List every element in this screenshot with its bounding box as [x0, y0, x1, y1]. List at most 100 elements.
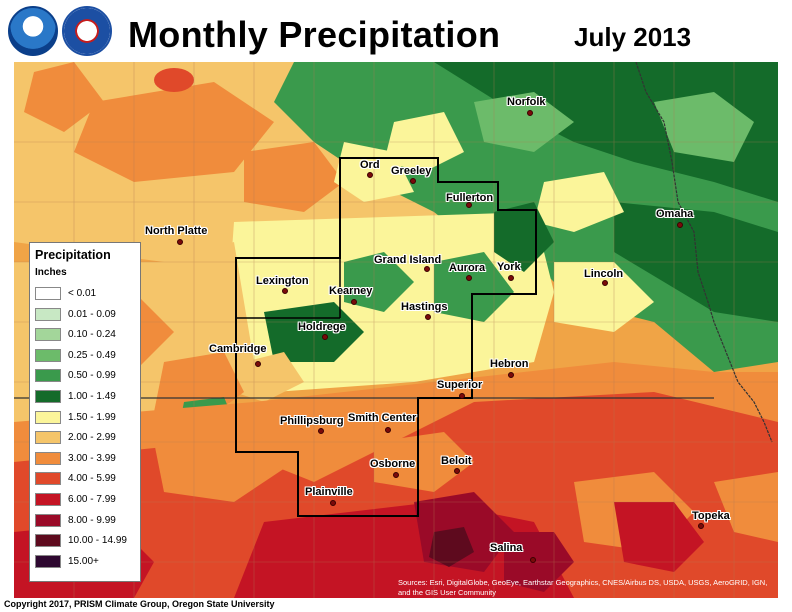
city-dot	[322, 334, 328, 340]
city-label-phillipsburg: Phillipsburg	[280, 415, 344, 427]
legend-item: 0.50 - 0.99	[35, 369, 141, 384]
city-label-hastings: Hastings	[401, 301, 448, 313]
city-label-grand-island: Grand Island	[374, 254, 442, 266]
city-label-fullerton: Fullerton	[446, 192, 494, 204]
city-label-salina: Salina	[490, 542, 523, 554]
city-label-ord: Ord	[360, 159, 380, 171]
legend: Precipitation Inches < 0.01 0.01 - 0.09 0.…	[29, 242, 141, 582]
legend-swatch	[35, 534, 61, 548]
legend-label: 4.00 - 5.99	[68, 473, 116, 485]
city-dot	[425, 314, 431, 320]
header: Monthly Precipitation July 2013	[0, 0, 792, 62]
city-dot	[508, 372, 514, 378]
legend-label: 8.00 - 9.99	[68, 514, 116, 526]
legend-label: 0.50 - 0.99	[68, 370, 116, 382]
legend-item: 4.00 - 5.99	[35, 472, 141, 487]
city-dot	[527, 110, 533, 116]
city-dot	[508, 275, 514, 281]
city-label-norfolk: Norfolk	[507, 96, 546, 108]
city-label-lexington: Lexington	[256, 275, 309, 287]
city-label-omaha: Omaha	[656, 208, 694, 220]
legend-item: < 0.01	[35, 287, 141, 302]
city-label-smith-center: Smith Center	[348, 412, 417, 424]
legend-label: 0.25 - 0.49	[68, 349, 116, 361]
legend-label: < 0.01	[68, 288, 97, 299]
city-label-beloit: Beloit	[441, 455, 472, 467]
legend-swatch	[35, 410, 61, 424]
city-dot	[351, 299, 357, 305]
city-dot	[255, 361, 261, 367]
legend-swatch	[35, 307, 61, 321]
legend-item: 0.01 - 0.09	[35, 307, 141, 323]
legend-swatch	[35, 513, 61, 527]
city-label-york: York	[497, 261, 521, 273]
map-sources: Sources: Esri, DigitalGlobe, GeoEye, Ear…	[398, 578, 768, 597]
legend-label: 15.00+	[68, 555, 99, 567]
legend-swatch	[35, 328, 61, 342]
city-dot	[282, 288, 288, 294]
legend-swatch	[35, 369, 61, 383]
legend-label: 3.00 - 3.99	[68, 452, 116, 464]
city-label-cambridge: Cambridge	[209, 343, 267, 355]
city-dot	[424, 266, 430, 272]
legend-item: 2.00 - 2.99	[35, 431, 141, 446]
legend-title: Precipitation	[35, 248, 111, 262]
city-label-superior: Superior	[437, 379, 483, 391]
legend-swatch	[35, 472, 61, 486]
legend-swatch	[35, 348, 61, 362]
legend-item: 6.00 - 7.99	[35, 493, 141, 508]
legend-item: 1.00 - 1.49	[35, 390, 141, 405]
legend-item: 1.50 - 1.99	[35, 410, 141, 426]
city-label-kearney: Kearney	[329, 285, 373, 297]
legend-label: 10.00 - 14.99	[68, 535, 127, 547]
city-label-plainville: Plainville	[305, 486, 353, 498]
legend-swatch	[35, 451, 61, 465]
city-dot	[602, 280, 608, 286]
legend-swatch	[35, 390, 61, 403]
city-dot	[530, 557, 536, 563]
city-dot	[177, 239, 183, 245]
legend-item: 10.00 - 14.99	[35, 534, 141, 549]
city-dot	[393, 472, 399, 478]
map-date: July 2013	[574, 22, 692, 52]
legend-label: 0.01 - 0.09	[68, 308, 116, 320]
legend-label: 1.00 - 1.49	[68, 391, 116, 402]
noaa-logo-icon	[8, 6, 58, 56]
legend-swatch	[35, 287, 61, 300]
city-dot	[698, 523, 704, 529]
nws-logo-icon	[62, 6, 112, 56]
legend-swatch	[35, 554, 61, 568]
legend-swatch	[35, 431, 61, 445]
city-dot	[466, 202, 472, 208]
city-dot	[466, 275, 472, 281]
city-dot	[318, 428, 324, 434]
legend-label: 0.10 - 0.24	[68, 329, 116, 341]
legend-item: 15.00+	[35, 554, 141, 570]
city-dot	[454, 468, 460, 474]
legend-swatch	[35, 493, 61, 506]
legend-label: 6.00 - 7.99	[68, 494, 116, 505]
legend-item: 8.00 - 9.99	[35, 513, 141, 529]
city-label-lincoln: Lincoln	[584, 268, 624, 280]
city-dot	[367, 172, 373, 178]
map-title: Monthly Precipitation	[128, 14, 501, 55]
legend-units: Inches	[35, 267, 67, 278]
city-label-hebron: Hebron	[490, 358, 529, 370]
city-label-aurora: Aurora	[449, 262, 486, 274]
city-label-osborne: Osborne	[370, 458, 416, 470]
city-label-north-platte: North Platte	[145, 225, 208, 237]
city-dot	[330, 500, 336, 506]
legend-item: 3.00 - 3.99	[35, 451, 141, 467]
legend-item: 0.10 - 0.24	[35, 328, 141, 343]
city-label-topeka: Topeka	[692, 510, 730, 522]
city-dot	[459, 393, 465, 399]
city-label-holdrege: Holdrege	[298, 321, 346, 333]
copyright: Copyright 2017, PRISM Climate Group, Ore…	[4, 599, 275, 609]
city-dot	[410, 178, 416, 184]
legend-item: 0.25 - 0.49	[35, 348, 141, 364]
legend-label: 2.00 - 2.99	[68, 432, 116, 444]
legend-label: 1.50 - 1.99	[68, 411, 116, 423]
city-label-greeley: Greeley	[391, 165, 432, 177]
city-dot	[677, 222, 683, 228]
city-dot	[385, 427, 391, 433]
